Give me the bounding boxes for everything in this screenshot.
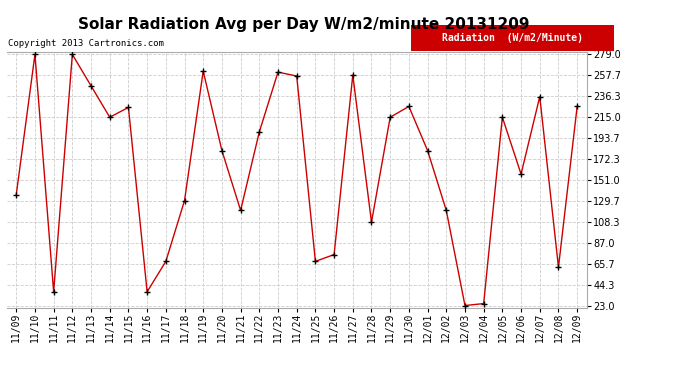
Text: Solar Radiation Avg per Day W/m2/minute 20131209: Solar Radiation Avg per Day W/m2/minute … [78,17,529,32]
Text: Radiation  (W/m2/Minute): Radiation (W/m2/Minute) [442,33,583,43]
Text: Copyright 2013 Cartronics.com: Copyright 2013 Cartronics.com [8,39,164,48]
